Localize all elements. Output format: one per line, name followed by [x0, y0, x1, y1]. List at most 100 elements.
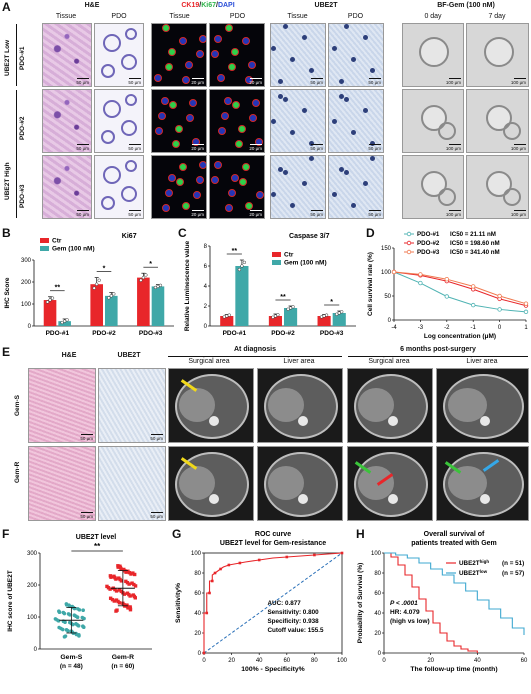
- y-tick-label: 200: [21, 280, 32, 286]
- cell-nucleus: [199, 35, 206, 43]
- y-tick-label: 300: [21, 258, 32, 264]
- roc-point: [313, 553, 316, 557]
- e-header-diagnosis: At diagnosis: [233, 346, 276, 353]
- bar: [58, 321, 71, 326]
- x-category-label: PDO-#3: [320, 330, 344, 337]
- legend-n: (n = 57): [502, 570, 524, 577]
- y-tick-label: 100: [191, 551, 202, 557]
- bar: [137, 277, 150, 326]
- organoid-ring: [103, 166, 121, 184]
- scale-bar: 20 μm: [249, 212, 262, 217]
- cell-nucleus: [161, 97, 169, 105]
- stained-nucleus: [302, 35, 307, 40]
- organoid-ring: [103, 34, 121, 52]
- scale-bar: 20 μm: [191, 146, 204, 151]
- image-tile-r3-c1: 50 μm: [42, 155, 92, 219]
- series-line: [393, 271, 527, 305]
- cell-nucleus: [228, 189, 236, 197]
- chart-title: UBE2T level: [76, 534, 117, 541]
- n-label: (n = 48): [60, 663, 83, 670]
- image-tile-r1-c6: 50 μm: [328, 23, 384, 87]
- legend-swatch: [272, 260, 281, 265]
- organoid-ring: [125, 28, 137, 40]
- series-point: [497, 307, 502, 312]
- data-point: [97, 278, 101, 282]
- x-category-label: PDO-#2: [92, 330, 116, 337]
- chart-title: Overall survival of: [424, 531, 485, 538]
- e-ct-scan-r2-c4: [436, 446, 529, 521]
- y-tick-label: 100: [381, 270, 392, 276]
- survival-stat: (high vs low): [390, 618, 430, 625]
- x-tick-label: 1: [524, 325, 528, 331]
- data-point: [240, 264, 244, 268]
- cell-nucleus: [211, 176, 219, 184]
- roc-annotation: AUC: 0.877: [267, 600, 301, 607]
- scale-bar: 20 μm: [191, 80, 204, 85]
- reference-diagonal: [203, 552, 343, 654]
- organoid-ring: [121, 186, 137, 202]
- roc-point: [257, 558, 261, 562]
- row-label-pdo2: PDO-#2: [19, 116, 26, 140]
- scale-bar: 20 μm: [191, 212, 204, 217]
- data-point: [57, 625, 61, 630]
- y-tick-label: 100: [21, 302, 32, 308]
- legend-swatch: [40, 246, 49, 251]
- roc-point: [210, 579, 214, 583]
- data-point: [340, 310, 344, 314]
- survival-stat: P < .0001: [390, 600, 418, 607]
- ct-liver: [448, 387, 488, 422]
- cell-nucleus: [162, 24, 170, 32]
- y-tick-label: 0: [388, 318, 392, 324]
- stained-nucleus: [363, 181, 368, 186]
- cell-nucleus: [225, 204, 233, 212]
- cell-nucleus: [217, 74, 225, 82]
- cell-nucleus: [154, 74, 162, 82]
- roc-point: [285, 555, 289, 559]
- stained-nucleus: [309, 68, 314, 73]
- image-tile-r3-c6: 50 μm: [328, 155, 384, 219]
- organoid-ring: [101, 130, 115, 144]
- x-tick-label: -2: [444, 325, 450, 331]
- ct-spine: [297, 415, 308, 426]
- roc-point: [238, 561, 242, 565]
- sub-day7: 7 day: [488, 13, 506, 20]
- cell-nucleus: [169, 101, 177, 109]
- cell-nucleus: [196, 50, 204, 58]
- cell-nucleus: [239, 178, 247, 186]
- chart-subtitle: patients treated with Gem: [411, 540, 497, 547]
- bar: [220, 316, 234, 326]
- legend-label: PDO-#3: [417, 249, 440, 256]
- image-tile-r1-c1: 50 μm: [42, 23, 92, 87]
- ct-liver: [268, 387, 305, 422]
- scale-bar: 20 μm: [249, 146, 262, 151]
- organoid-ring: [101, 64, 115, 78]
- cell-nucleus: [189, 99, 197, 107]
- ct-liver: [448, 465, 488, 500]
- cell-nucleus: [224, 97, 232, 105]
- y-tick-label: 80: [374, 571, 381, 577]
- cell-nucleus: [185, 61, 193, 69]
- organoid-brightfield: [502, 188, 521, 206]
- ct-spine: [479, 415, 490, 426]
- stained-nucleus: [290, 203, 295, 208]
- legend-superscript: high: [480, 559, 490, 564]
- x-tick-label: 60: [283, 658, 290, 664]
- data-point: [66, 612, 71, 616]
- organoid-ring: [121, 120, 137, 136]
- image-tile-r3-c4: 20 μm: [209, 155, 265, 219]
- x-axis-label: The follow-up time (month): [410, 666, 497, 673]
- ct-liver: [268, 465, 305, 500]
- bar: [151, 286, 165, 326]
- cell-nucleus: [228, 63, 236, 71]
- legend-ic50: IC50 = 198.60 nM: [450, 240, 500, 247]
- stained-nucleus: [344, 97, 349, 102]
- significance-label: **: [280, 294, 286, 301]
- image-tile-r1-c4: 20 μm: [209, 23, 265, 87]
- cell-nucleus: [242, 163, 250, 171]
- sub-pdo-he: PDO: [111, 13, 127, 20]
- roc-curve-chart: ROC curve UBE2T level for Gem-resistance 0…: [175, 531, 348, 673]
- data-point: [122, 567, 126, 572]
- x-category-label: PDO-#1: [46, 330, 70, 337]
- roc-annotation: Sensitivity: 0.800: [267, 609, 319, 616]
